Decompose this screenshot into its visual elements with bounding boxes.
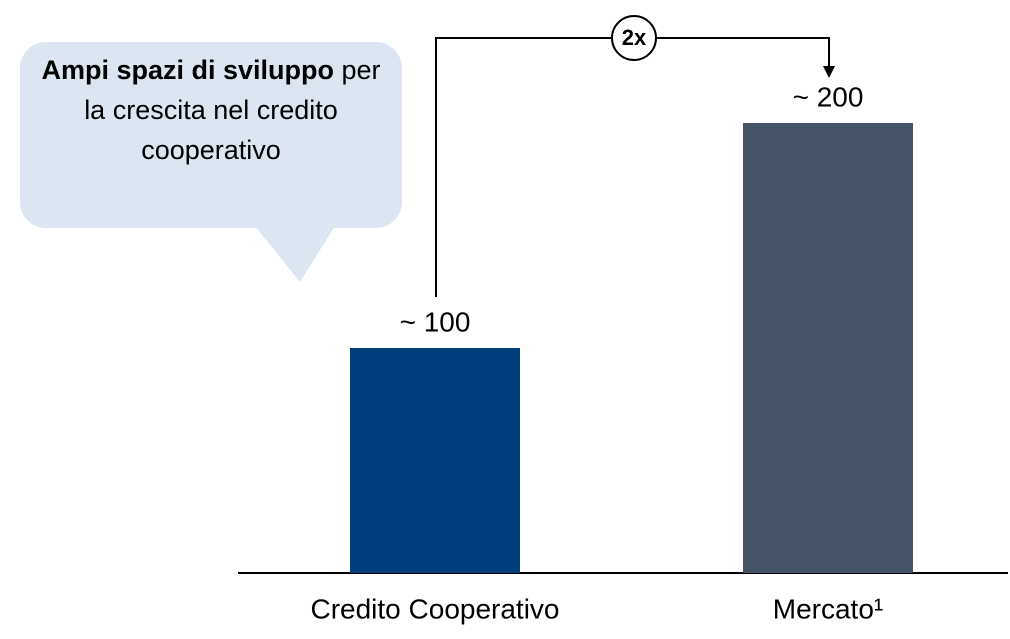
value-label: ~ 100	[400, 306, 471, 337]
x-tick-label: Mercato¹	[773, 593, 883, 624]
callout-bold: Ampi spazi di sviluppo	[41, 55, 334, 85]
x-tick-label: Credito Cooperativo	[310, 593, 559, 624]
value-label: ~ 200	[793, 81, 864, 112]
callout-text: Ampi spazi di sviluppo per la crescita n…	[40, 50, 382, 170]
arrow-head	[823, 66, 835, 78]
comparison-label: 2x	[622, 25, 647, 50]
callout-box	[20, 42, 402, 228]
bar	[350, 348, 520, 573]
comparison-circle	[611, 15, 657, 61]
bar	[743, 123, 913, 573]
callout-tail	[255, 226, 335, 282]
callout-normal: per la crescita nel credito cooperativo	[84, 55, 381, 165]
